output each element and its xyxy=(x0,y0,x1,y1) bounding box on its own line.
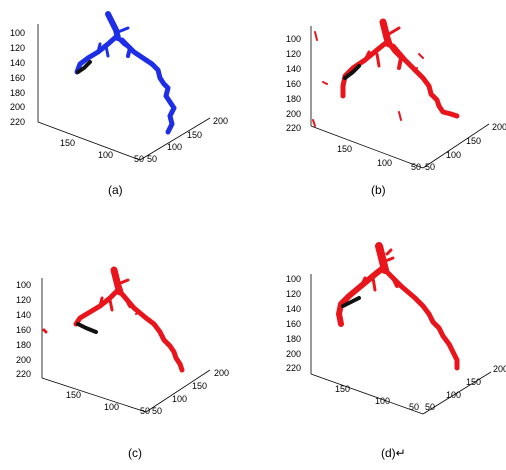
y-tick: 150 xyxy=(192,381,207,391)
z-tick: 200 xyxy=(16,355,31,365)
y-tick: 50 xyxy=(147,154,157,164)
panel-a: 100 120 140 160 180 200 220 150 100 50 5… xyxy=(0,0,253,230)
x-tick: 100 xyxy=(377,158,392,168)
y-tick: 50 xyxy=(152,406,162,416)
caption-b: (b) xyxy=(371,183,386,197)
y-tick: 200 xyxy=(492,122,506,132)
z-tick: 120 xyxy=(286,289,301,299)
z-tick: 100 xyxy=(16,280,31,290)
x-tick: 100 xyxy=(375,396,390,406)
z-tick: 120 xyxy=(286,49,301,59)
y-tick: 100 xyxy=(172,394,187,404)
z-tick: 220 xyxy=(286,123,301,133)
caption-d: (d)↵ xyxy=(381,446,406,460)
z-tick: 180 xyxy=(10,88,25,98)
y-tick: 100 xyxy=(167,142,182,152)
x-tick: 50 xyxy=(411,162,421,172)
panel-b: 100 120 140 160 180 200 220 150 100 50 5… xyxy=(253,0,506,230)
z-tick: 100 xyxy=(286,34,301,44)
vessel-plot-b: 100 120 140 160 180 200 220 150 100 50 5… xyxy=(286,18,506,172)
z-tick: 100 xyxy=(286,274,301,284)
z-tick: 160 xyxy=(286,79,301,89)
z-tick: 180 xyxy=(286,94,301,104)
x-tick: 100 xyxy=(104,402,119,412)
y-tick: 50 xyxy=(425,402,435,412)
z-tick: 140 xyxy=(286,304,301,314)
y-tick: 200 xyxy=(214,368,229,378)
z-tick: 200 xyxy=(286,109,301,119)
caption-a: (a) xyxy=(108,183,123,197)
vessel-tree xyxy=(74,11,177,135)
x-tick: 150 xyxy=(60,138,75,148)
x-tick: 150 xyxy=(337,144,352,154)
y-tick: 100 xyxy=(446,390,461,400)
z-tick: 120 xyxy=(16,295,31,305)
panel-d: 100 120 140 160 180 200 220 150 100 50 5… xyxy=(253,240,506,470)
z-tick: 200 xyxy=(286,349,301,359)
vessel-tree xyxy=(42,266,185,373)
panel-c: 100 120 140 160 180 200 220 150 100 50 5… xyxy=(0,240,253,470)
x-tick: 50 xyxy=(134,154,144,164)
z-tick: 160 xyxy=(286,319,301,329)
y-tick: 200 xyxy=(213,116,228,126)
x-tick: 150 xyxy=(335,384,350,394)
y-tick: 150 xyxy=(466,136,481,146)
vessel-tree xyxy=(336,242,460,371)
z-tick: 180 xyxy=(286,334,301,344)
y-tick: 150 xyxy=(187,130,202,140)
x-tick: 50 xyxy=(409,402,419,412)
z-tick: 140 xyxy=(16,310,31,320)
y-tick: 200 xyxy=(493,364,506,374)
vessel-tree xyxy=(312,18,460,127)
y-tick: 100 xyxy=(446,150,461,160)
z-tick: 220 xyxy=(286,363,301,373)
y-tick: 50 xyxy=(425,162,435,172)
caption-c: (c) xyxy=(128,446,142,460)
z-tick: 220 xyxy=(16,369,31,379)
vessel-plot-d: 100 120 140 160 180 200 220 150 100 50 5… xyxy=(286,242,506,415)
x-tick: 150 xyxy=(66,390,81,400)
x-tick: 100 xyxy=(98,150,113,160)
z-tick: 140 xyxy=(10,58,25,68)
z-tick: 160 xyxy=(10,73,25,83)
z-tick: 220 xyxy=(10,117,25,127)
vessel-plot-a: 100 120 140 160 180 200 220 150 100 50 5… xyxy=(10,11,228,164)
y-tick: 150 xyxy=(466,377,481,387)
z-tick: 200 xyxy=(10,102,25,112)
z-tick: 100 xyxy=(10,28,25,38)
z-tick: 180 xyxy=(16,340,31,350)
z-tick: 140 xyxy=(286,64,301,74)
x-tick: 50 xyxy=(140,406,150,416)
vessel-plot-c: 100 120 140 160 180 200 220 150 100 50 5… xyxy=(16,266,229,416)
z-tick: 160 xyxy=(16,325,31,335)
z-tick: 120 xyxy=(10,43,25,53)
